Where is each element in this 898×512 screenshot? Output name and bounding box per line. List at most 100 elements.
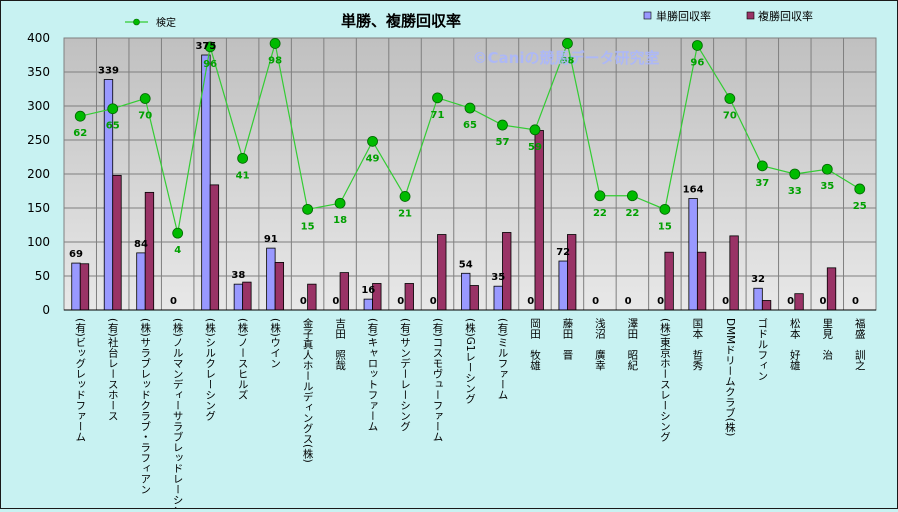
tansho-data-label: 35 [491, 272, 505, 283]
bar-tansho [493, 285, 503, 311]
tansho-data-label: 84 [134, 239, 148, 250]
test-marker [302, 203, 314, 215]
test-data-label: 22 [593, 208, 607, 219]
y-tick-label: 100 [27, 235, 50, 249]
bar-tansho [688, 198, 698, 311]
test-marker [399, 191, 411, 202]
bar-fukusho [534, 130, 544, 311]
x-category-label: 松本 好雄 [789, 317, 801, 371]
test-data-label: 35 [820, 181, 834, 192]
x-category-label: 金子真人ホールディングス(株) [302, 317, 314, 462]
tansho-data-label: 91 [264, 234, 278, 245]
test-data-label: 22 [625, 208, 639, 219]
x-category-label: (有)ビッグレッドファーム [74, 318, 86, 442]
bar-tansho [558, 260, 568, 311]
test-marker [529, 124, 541, 136]
tansho-data-label: 16 [361, 285, 375, 296]
legend-test-label: 検定 [156, 16, 176, 29]
tansho-data-label: 0 [592, 296, 599, 307]
test-marker [464, 102, 476, 114]
test-marker [269, 38, 281, 49]
test-data-label: 57 [496, 137, 510, 148]
tansho-data-label: 0 [657, 296, 664, 307]
x-category-label: 国本 哲秀 [691, 318, 703, 371]
test-marker [562, 38, 573, 49]
test-data-label: 59 [528, 142, 542, 153]
bar-fukusho [826, 267, 837, 311]
x-category-label: ゴドルフィン [756, 317, 768, 381]
tansho-data-label: 54 [459, 259, 473, 270]
tansho-data-label: 69 [69, 249, 83, 260]
bar-fukusho [437, 234, 447, 311]
test-marker [497, 119, 508, 131]
bar-fukusho [307, 283, 317, 311]
test-data-label: 70 [723, 111, 737, 122]
legend-test-marker [133, 18, 140, 26]
test-data-label: 25 [853, 201, 867, 212]
tansho-data-label: 0 [722, 296, 729, 307]
bar-tansho [753, 287, 763, 311]
tansho-data-label: 0 [787, 296, 794, 307]
tansho-data-label: 0 [430, 296, 437, 307]
y-tick-label: 400 [27, 31, 50, 45]
bar-fukusho [696, 251, 707, 311]
test-data-label: 21 [398, 208, 412, 219]
y-tick-label: 300 [27, 99, 50, 113]
tansho-data-label: 0 [625, 296, 632, 307]
tansho-data-label: 164 [683, 184, 704, 195]
x-category-label: 福盛 訓之 [854, 317, 866, 370]
y-tick-label: 50 [35, 269, 50, 283]
test-marker [139, 93, 151, 104]
test-data-label: 96 [203, 59, 217, 70]
tansho-data-label: 0 [397, 296, 404, 307]
test-data-label: 15 [301, 221, 315, 232]
bar-tansho [103, 79, 114, 311]
tansho-data-label: 0 [852, 296, 859, 307]
test-marker [724, 93, 736, 104]
test-marker [789, 168, 801, 180]
y-tick-label: 0 [42, 303, 50, 317]
tansho-data-label: 72 [556, 247, 570, 258]
bar-tansho [201, 54, 211, 311]
test-marker [367, 135, 378, 147]
bar-tansho [363, 298, 373, 311]
test-marker [691, 40, 703, 51]
bar-fukusho [79, 263, 90, 311]
test-marker [432, 92, 443, 104]
x-category-label: 澤田 昭紀 [626, 318, 638, 371]
gridlines [64, 37, 876, 310]
watermark: ©Caniの競馬データ研究室 [473, 49, 660, 67]
y-tick-label: 150 [27, 201, 50, 215]
tansho-data-label: 0 [300, 296, 307, 307]
legend-fukusho-label: 複勝回収率 [758, 9, 813, 23]
y-tick-label: 250 [27, 133, 50, 147]
test-data-label: 4 [174, 245, 181, 256]
test-marker [627, 190, 638, 202]
x-category-label: (株)ノースヒルズ [237, 318, 249, 400]
tansho-data-label: 0 [170, 296, 177, 307]
test-data-label: 65 [106, 121, 120, 132]
y-tick-label: 200 [27, 167, 50, 181]
tansho-data-label: 375 [195, 41, 216, 52]
test-data-label: 18 [333, 215, 347, 226]
bar-tansho [136, 252, 146, 311]
bar-tansho [71, 262, 81, 311]
bar-fukusho [242, 281, 252, 311]
test-data-label: 70 [138, 111, 152, 122]
x-category-label: (有)社台レースホース [107, 318, 119, 421]
bar-fukusho [209, 184, 220, 311]
test-data-label: 98 [268, 55, 282, 66]
test-marker [659, 203, 671, 215]
bar-fukusho [274, 261, 285, 311]
x-category-label: (有)キャロットファーム [367, 318, 379, 431]
test-data-label: 37 [755, 178, 769, 189]
test-marker [821, 163, 833, 175]
test-data-label: 49 [366, 153, 380, 164]
test-marker [237, 152, 249, 164]
test-data-label: 33 [788, 186, 802, 197]
x-category-label: (有)コスモヴューファーム [432, 318, 444, 442]
x-category-label: (株)東京ホースレーシング [659, 318, 671, 442]
test-data-label: 62 [73, 128, 87, 139]
test-marker [74, 110, 86, 122]
